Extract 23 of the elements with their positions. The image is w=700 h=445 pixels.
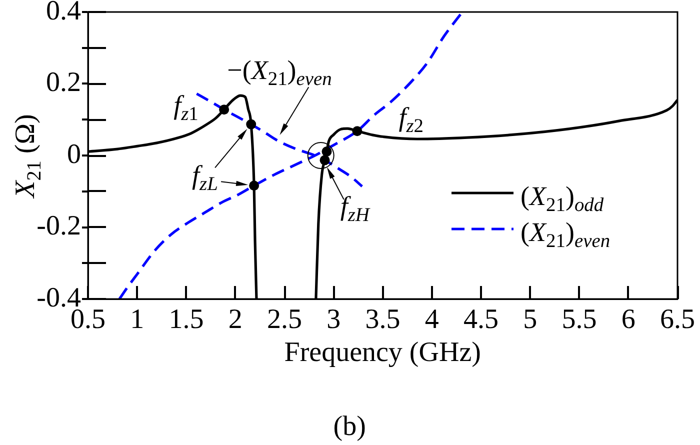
annotation: f$_{zL}$ bbox=[192, 160, 218, 196]
legend-label: (X$_{21}$)$_{odd}$ bbox=[520, 180, 604, 216]
x-tick-label: 6.5 bbox=[660, 304, 695, 336]
x-tick-label: 2 bbox=[228, 304, 242, 336]
x-tick-label: 6 bbox=[621, 304, 636, 336]
x-axis-title: Frequency (GHz) bbox=[284, 337, 481, 368]
x-tick-label: 2.5 bbox=[267, 304, 302, 336]
y-tick-label: 0 bbox=[67, 138, 81, 170]
annotation: −(X$_{21}$)$_{even}$ bbox=[227, 54, 332, 90]
x-tick-label: 4.5 bbox=[464, 304, 498, 336]
y-tick-label: -0.2 bbox=[36, 210, 81, 242]
x-tick-label: 5 bbox=[523, 304, 538, 336]
text: (b) bbox=[333, 411, 366, 442]
annotation: f$_{zH}$ bbox=[340, 191, 370, 226]
y-tick-label: 0.4 bbox=[46, 0, 81, 26]
x-tick-label: 5.5 bbox=[562, 304, 597, 336]
y-tick-label: 0.2 bbox=[46, 67, 81, 98]
legend-label: (X$_{21}$)$_{even}$ bbox=[520, 216, 610, 252]
x-tick-label: 4 bbox=[424, 304, 439, 336]
x-tick-label: 3.5 bbox=[365, 304, 400, 336]
x-tick-label: 1.5 bbox=[168, 304, 204, 336]
x-tick-label: 3 bbox=[326, 304, 341, 336]
x-tick-label: 1 bbox=[130, 304, 144, 336]
